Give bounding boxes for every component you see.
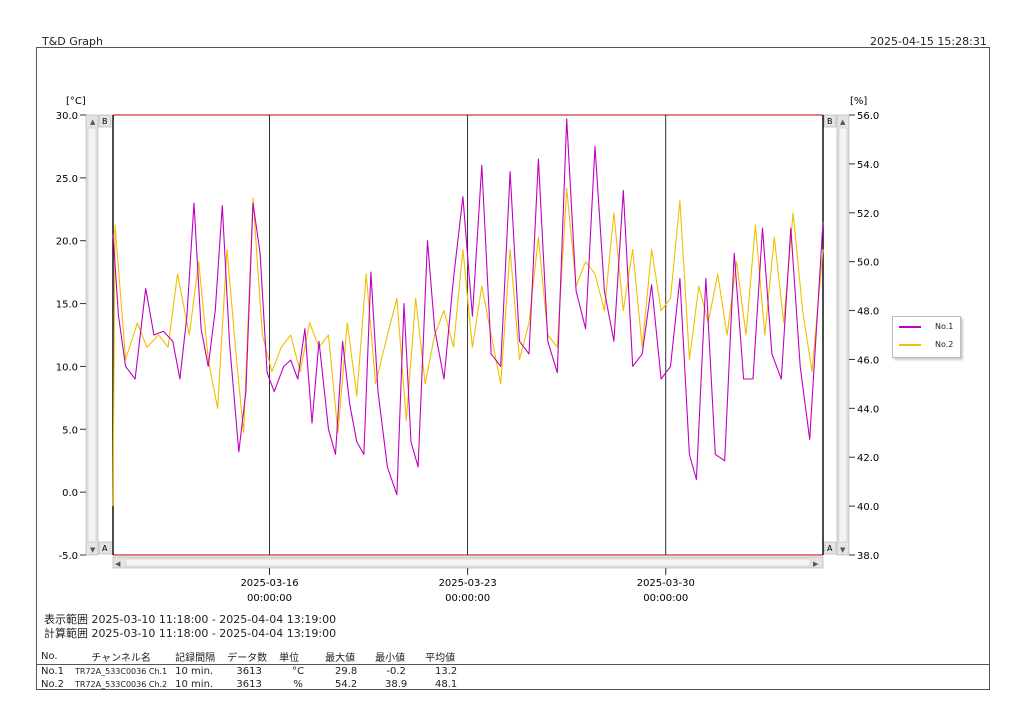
legend-label: No.2 <box>935 340 954 349</box>
display-range-value: 2025-03-10 11:18:00 - 2025-04-04 13:19:0… <box>91 613 337 626</box>
right-axis-unit: [%] <box>850 96 867 107</box>
left-scroll-b-label[interactable]: B <box>102 117 108 126</box>
channel-summary-table: No. チャンネル名 記録間隔 データ数 単位 最大値 最小値 平均値 No.1… <box>37 649 989 691</box>
x-tick-time-label: 00:00:00 <box>643 593 688 604</box>
col-unit: 単位 <box>275 649 322 665</box>
right-tick-label: 48.0 <box>857 307 879 318</box>
right-scroll-down-arrow[interactable]: ▼ <box>840 546 846 554</box>
legend-item-no2[interactable]: No.2 <box>899 340 953 349</box>
left-scroll-down-arrow[interactable]: ▼ <box>90 546 96 554</box>
right-tick-label: 56.0 <box>857 111 879 122</box>
cell-channel: TR72A_533C0036 Ch.1 <box>75 667 168 676</box>
right-tick-label: 40.0 <box>857 502 879 513</box>
x-tick-time-label: 00:00:00 <box>445 593 490 604</box>
legend-swatch <box>899 343 921 346</box>
left-scroll-thumb[interactable] <box>87 127 97 543</box>
x-tick-date-label: 2025-03-16 <box>240 578 298 589</box>
legend-label: No.1 <box>935 322 954 331</box>
time-scroll-right-arrow[interactable]: ▶ <box>813 560 819 568</box>
cell-channel: TR72A_533C0036 Ch.2 <box>75 680 168 689</box>
print-timestamp: 2025-04-15 15:28:31 <box>870 35 987 48</box>
series-line-no1 <box>112 118 824 496</box>
left-tick-label: 15.0 <box>56 300 78 311</box>
time-axis-scrollbar[interactable]: ◀ ▶ <box>112 556 824 569</box>
right-scroll-up-arrow[interactable]: ▲ <box>840 118 846 126</box>
cell-no: No.1 <box>41 666 64 677</box>
right-axis-scrollbar[interactable]: ▲ ▼ B A <box>823 114 850 556</box>
right-scroll-b-label[interactable]: B <box>827 117 833 126</box>
left-scroll-up-arrow[interactable]: ▲ <box>90 118 96 126</box>
calc-range-row: 計算範囲 2025-03-10 11:18:00 - 2025-04-04 13… <box>44 625 336 641</box>
display-range-row: 表示範囲 2025-03-10 11:18:00 - 2025-04-04 13… <box>44 611 336 627</box>
cell-avg: 13.2 <box>435 666 458 677</box>
calc-range-value: 2025-03-10 11:18:00 - 2025-04-04 13:19:0… <box>91 627 337 640</box>
time-scroll-left-arrow[interactable]: ◀ <box>115 560 121 568</box>
col-interval: 記録間隔 <box>171 649 224 665</box>
legend[interactable]: No.1 No.2 <box>892 316 961 358</box>
right-tick-label: 50.0 <box>857 258 879 269</box>
cell-unit: % <box>293 679 303 690</box>
x-tick-time-label: 00:00:00 <box>247 593 292 604</box>
col-max: 最大値 <box>321 649 372 665</box>
time-scroll-thumb[interactable] <box>125 558 811 567</box>
right-tick-label: 54.0 <box>857 160 879 171</box>
left-tick-label: -5.0 <box>58 551 78 562</box>
report-frame <box>36 47 990 690</box>
cell-min: -0.2 <box>386 666 406 677</box>
cell-min: 38.9 <box>385 679 408 690</box>
app-title: T&D Graph <box>42 35 104 48</box>
left-scroll-a-label[interactable]: A <box>102 544 108 553</box>
left-axis-scrollbar[interactable]: ▲ ▼ B A <box>85 114 112 556</box>
left-tick-label: 25.0 <box>56 174 78 185</box>
left-tick-label: 20.0 <box>56 237 78 248</box>
cell-avg: 48.1 <box>435 679 458 690</box>
left-tick-label: 5.0 <box>62 425 78 436</box>
cell-no: No.2 <box>41 679 64 690</box>
series-line-no2 <box>112 187 824 507</box>
col-channel-name: チャンネル名 <box>71 649 172 665</box>
cell-unit: °C <box>292 666 305 677</box>
x-tick-date-label: 2025-03-30 <box>637 578 695 589</box>
right-tick-label: 44.0 <box>857 404 879 415</box>
x-tick-date-label: 2025-03-23 <box>439 578 497 589</box>
legend-item-no1[interactable]: No.1 <box>899 322 953 331</box>
col-count: データ数 <box>223 649 276 665</box>
left-axis-unit: [°C] <box>66 96 86 107</box>
left-tick-label: 10.0 <box>56 362 78 373</box>
right-scroll-thumb[interactable] <box>838 127 848 543</box>
table-row: No.2 TR72A_533C0036 Ch.2 10 min. 3613 % … <box>37 678 989 691</box>
col-min: 最小値 <box>371 649 422 665</box>
table-row: No.1 TR72A_533C0036 Ch.1 10 min. 3613 °C… <box>37 665 989 679</box>
cell-count: 3613 <box>236 679 262 690</box>
table-header-row: No. チャンネル名 記録間隔 データ数 単位 最大値 最小値 平均値 <box>37 649 989 665</box>
cell-max: 54.2 <box>335 679 358 690</box>
cell-max: 29.8 <box>335 666 358 677</box>
cell-interval: 10 min. <box>175 666 214 677</box>
cell-interval: 10 min. <box>175 679 214 690</box>
display-range-label: 表示範囲 <box>44 613 88 626</box>
right-tick-label: 52.0 <box>857 209 879 220</box>
cell-count: 3613 <box>236 666 262 677</box>
calc-range-label: 計算範囲 <box>44 627 88 640</box>
left-tick-label: 0.0 <box>62 488 78 499</box>
right-tick-label: 42.0 <box>857 453 879 464</box>
right-tick-label: 38.0 <box>857 551 879 562</box>
legend-swatch <box>899 325 921 328</box>
left-tick-label: 30.0 <box>56 111 78 122</box>
right-tick-label: 46.0 <box>857 355 879 366</box>
right-scroll-a-label[interactable]: A <box>827 544 833 553</box>
col-no: No. <box>37 649 71 665</box>
col-avg: 平均値 <box>421 649 472 665</box>
